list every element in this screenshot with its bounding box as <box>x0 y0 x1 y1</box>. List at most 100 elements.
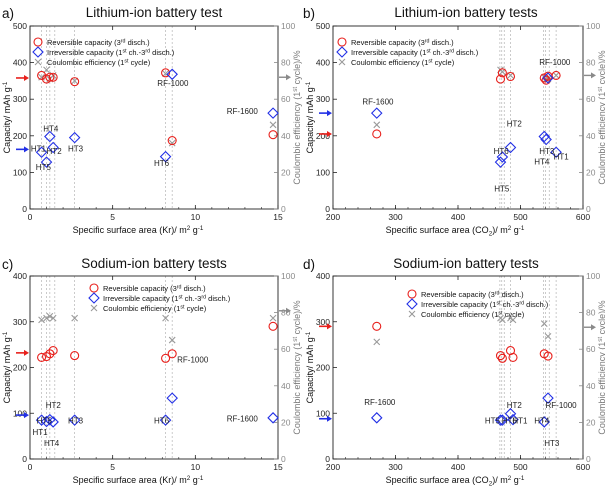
y-tick-label: 0 <box>325 204 330 214</box>
axis-arrow-head <box>591 324 596 331</box>
y2-tick-label: 40 <box>586 131 596 141</box>
sample-label: HT3 <box>68 416 84 425</box>
irreversible-point <box>68 414 81 426</box>
x-tick-label: 5 <box>110 212 115 222</box>
y-tick-label: 200 <box>316 363 330 373</box>
sample-label: HT6 <box>154 416 170 425</box>
legend-marker-irreversible <box>336 46 348 58</box>
reversible-point <box>372 321 382 331</box>
y2-tick-label: 100 <box>281 21 295 31</box>
y-tick-label: 0 <box>325 454 330 464</box>
legend-efficiency: Coulombic efficiency (1st cycle) <box>351 58 455 67</box>
y-tick-label: 300 <box>13 317 27 327</box>
y-tick-label: 200 <box>13 131 27 141</box>
irreversible-point <box>540 133 552 146</box>
sample-label: HT2 <box>507 120 523 129</box>
x-tick-label: 200 <box>326 212 340 222</box>
efficiency-point <box>544 333 552 340</box>
y2-tick-label: 100 <box>586 21 600 31</box>
efficiency-point <box>269 121 277 129</box>
irreversible-point <box>166 68 178 81</box>
y2-tick-label: 0 <box>586 454 591 464</box>
sample-label: HT1 <box>32 428 48 437</box>
reversible-point <box>167 136 177 146</box>
legend-efficiency: Coulombic efficiency (1st cycle) <box>103 304 207 313</box>
x-tick-label: 400 <box>451 212 465 222</box>
legend-marker-efficiency <box>408 310 416 318</box>
y2-axis-label: Coulombic efficiency (1st cycle)/% <box>597 300 605 434</box>
legend-marker-reversible <box>407 289 417 299</box>
efficiency-point <box>168 336 176 344</box>
y2-tick-label: 60 <box>281 344 291 354</box>
sample-label: RF-1000 <box>177 355 209 364</box>
irreversible-point <box>538 416 551 428</box>
x-axis-label: Specific surface area (Kr)/ m2 g-1 <box>73 475 204 485</box>
sample-label: RF-1000 <box>539 58 571 67</box>
reversible-point <box>505 71 516 82</box>
sample-label: HT6 <box>494 147 510 156</box>
reversible-point <box>48 346 58 356</box>
x-axis-label: Specific surface area (CO2)/ m2 g-1 <box>386 225 525 237</box>
y-tick-label: 400 <box>13 58 27 68</box>
axis-arrow-head <box>24 146 29 153</box>
x-tick-label: 200 <box>326 462 340 472</box>
y2-tick-label: 40 <box>281 381 291 391</box>
y-axis-label: Capacity/ mAh g-1 <box>305 331 315 403</box>
irreversible-point <box>496 151 509 163</box>
y-tick-label: 400 <box>316 271 330 281</box>
y-tick-label: 100 <box>316 408 330 418</box>
efficiency-point <box>43 314 50 322</box>
legend-irreversible: Irreversible capacity (1st ch.-3rd disch… <box>47 48 175 57</box>
irreversible-point <box>542 72 554 84</box>
efficiency-point <box>168 139 176 147</box>
y-tick-label: 200 <box>13 363 27 373</box>
sample-label: RF-1000 <box>157 79 189 88</box>
y-tick-label: 300 <box>13 94 27 104</box>
sample-label: HT2 <box>46 401 62 410</box>
legend-marker-efficiency <box>90 304 98 312</box>
efficiency-point <box>269 314 277 322</box>
chart-title: Sodium-ion battery tests <box>393 256 539 271</box>
reversible-point <box>495 351 506 361</box>
y-tick-label: 500 <box>13 21 27 31</box>
reversible-point <box>41 351 52 362</box>
irreversible-point <box>35 146 48 159</box>
x-tick-label: 400 <box>451 462 465 472</box>
legend-marker-efficiency <box>34 58 42 66</box>
reversible-point <box>45 349 55 359</box>
irreversible-point <box>47 416 59 428</box>
reversible-point <box>495 74 506 84</box>
reversible-point <box>497 353 507 363</box>
y2-tick-label: 100 <box>281 271 295 281</box>
irreversible-point <box>68 131 81 144</box>
sample-label: HT2 <box>507 401 523 410</box>
reversible-point <box>161 68 171 78</box>
axis-arrow-head <box>286 307 291 314</box>
reversible-point <box>70 351 80 361</box>
irreversible-point <box>267 107 279 119</box>
irreversible-point <box>267 412 279 424</box>
y2-tick-label: 0 <box>281 454 286 464</box>
y-axis-label: Capacity/ mAh g-1 <box>2 81 12 153</box>
x-tick-label: 0 <box>28 462 33 472</box>
x-tick-label: 300 <box>388 462 402 472</box>
sample-label: HT5 <box>37 416 53 425</box>
irreversible-point <box>370 107 383 119</box>
sample-label: RF-1600 <box>227 414 259 423</box>
efficiency-point <box>162 314 169 322</box>
x-tick-label: 15 <box>273 212 283 222</box>
axis-arrow-head <box>327 323 332 330</box>
plot-frame <box>29 25 279 210</box>
legend-reversible: Reversible capacity (3rd disch.) <box>47 38 150 47</box>
reversible-point <box>48 72 58 82</box>
chart-title: Lithium-ion battery tests <box>394 5 538 20</box>
legend-marker-reversible <box>33 37 43 47</box>
y2-tick-label: 20 <box>281 417 291 427</box>
y2-tick-label: 100 <box>586 271 600 281</box>
y2-tick-label: 20 <box>586 417 596 427</box>
x-tick-label: 10 <box>191 212 201 222</box>
reversible-point <box>508 352 518 362</box>
irreversible-point <box>507 413 519 426</box>
